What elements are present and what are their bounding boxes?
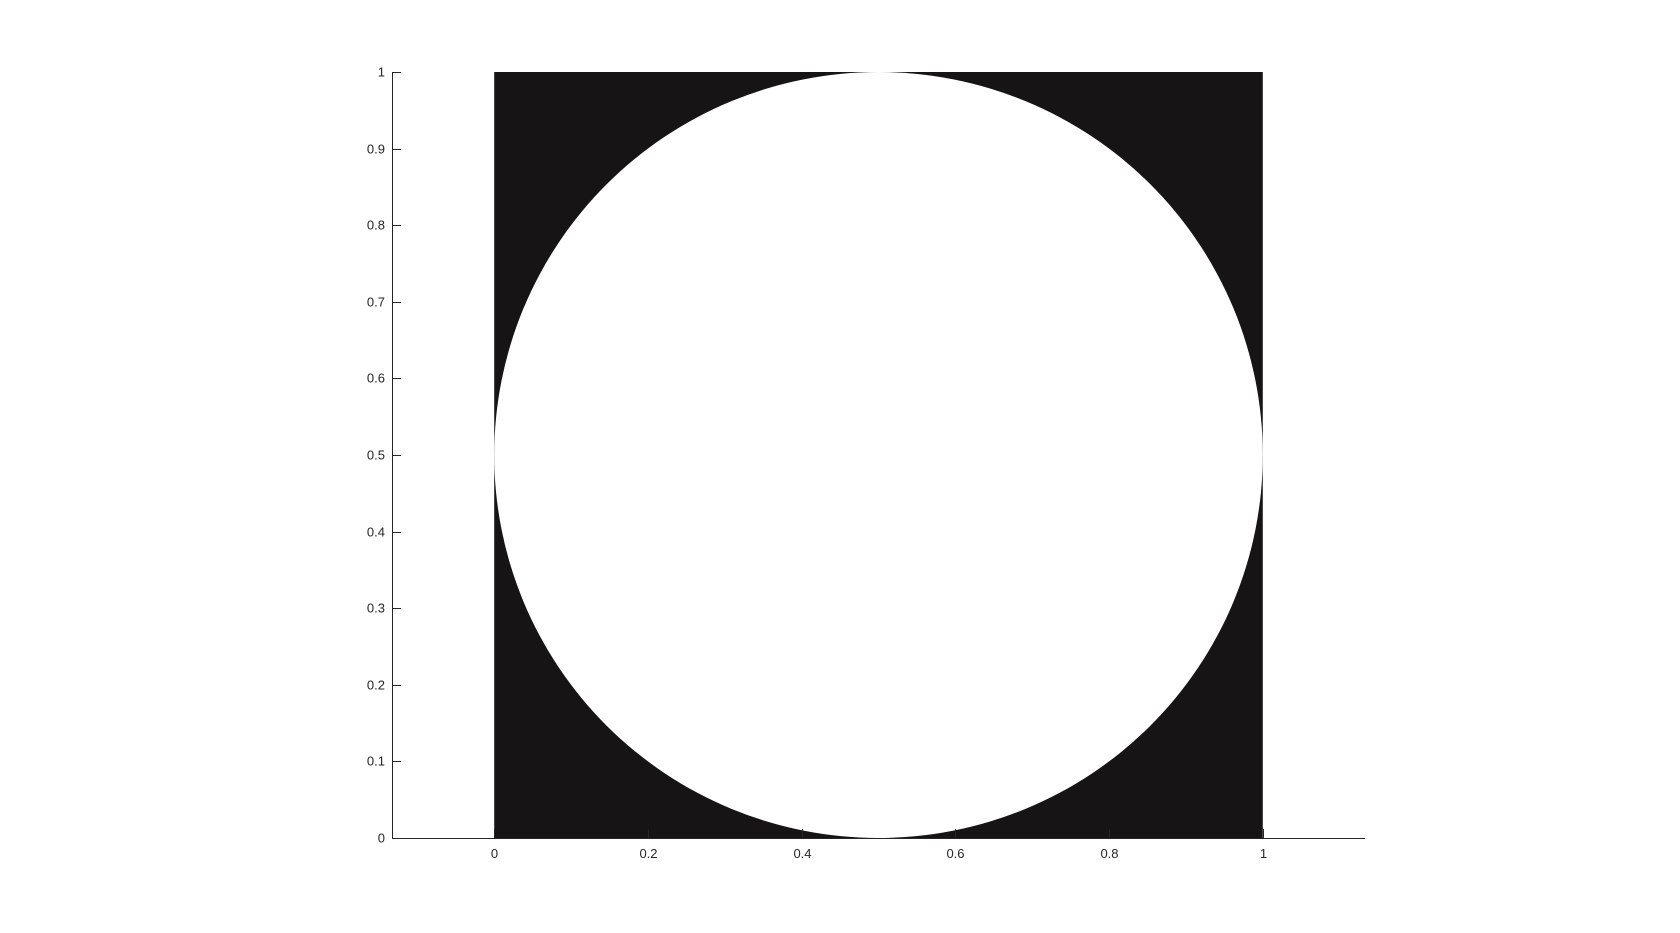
- y-tick-label: 0.9: [367, 142, 385, 157]
- x-tick-label: 0.6: [946, 846, 964, 861]
- plot-shapes: [494, 72, 1263, 838]
- y-axis-ticks: 0 0.1 0.2 0.3 0.4 0.5 0.6 0.7 0.8 0.9 1: [367, 65, 401, 846]
- x-axis-ticks: 0 0.2 0.4 0.6 0.8 1: [491, 829, 1267, 861]
- y-tick-label: 0.8: [367, 218, 385, 233]
- axes: 0 0.2 0.4 0.6 0.8 1 0 0.1 0.2 0.3 0.4 0.5 0.6 0.7 0.8…: [367, 65, 1365, 861]
- y-tick-label: 1: [378, 65, 385, 80]
- filled-circle-mark: [494, 72, 1263, 838]
- x-tick-label: 0: [491, 846, 498, 861]
- x-tick-label: 0.2: [639, 846, 657, 861]
- x-tick-label: 0.8: [1100, 846, 1118, 861]
- y-tick-label: 0.3: [367, 601, 385, 616]
- y-tick-label: 0.6: [367, 371, 385, 386]
- y-tick-label: 0.5: [367, 448, 385, 463]
- y-tick-label: 0.7: [367, 295, 385, 310]
- y-tick-label: 0.4: [367, 525, 385, 540]
- x-tick-label: 0.4: [793, 846, 811, 861]
- y-tick-label: 0.2: [367, 678, 385, 693]
- y-tick-label: 0.1: [367, 754, 385, 769]
- x-tick-label: 1: [1260, 846, 1267, 861]
- y-tick-label: 0: [378, 831, 385, 846]
